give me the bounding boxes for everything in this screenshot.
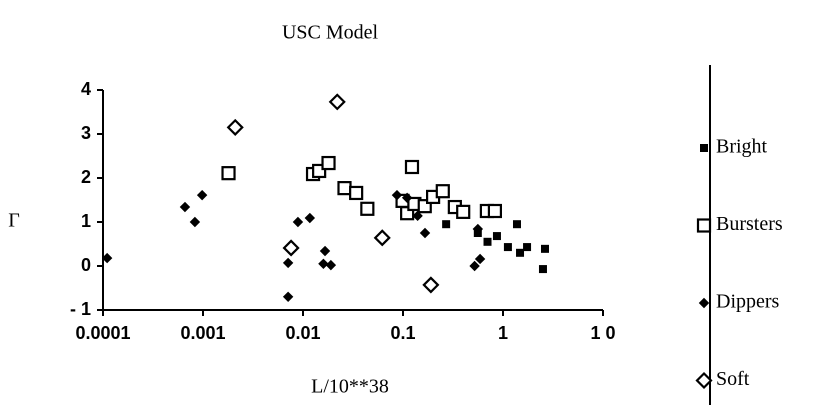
chart-title: USC Model bbox=[282, 22, 379, 44]
x-tick-label: 0.001 bbox=[180, 323, 225, 343]
point bbox=[337, 181, 352, 196]
legend-label: Bright bbox=[716, 136, 768, 158]
point bbox=[304, 212, 316, 224]
point bbox=[456, 204, 471, 219]
point bbox=[360, 201, 375, 216]
point bbox=[523, 243, 532, 252]
point bbox=[435, 184, 450, 199]
x-tick-label: 0.1 bbox=[390, 323, 415, 343]
x-axis-label: L/10**38 bbox=[311, 376, 389, 398]
y-tick-label: 0 bbox=[81, 255, 91, 275]
point bbox=[404, 159, 420, 175]
point bbox=[292, 216, 304, 228]
point bbox=[318, 258, 329, 270]
x-tick-label: 0.01 bbox=[285, 323, 320, 343]
point bbox=[391, 189, 403, 201]
point bbox=[221, 166, 236, 181]
point bbox=[474, 253, 486, 265]
y-tick-label: 2 bbox=[81, 167, 91, 187]
point bbox=[196, 189, 208, 201]
point bbox=[487, 203, 503, 219]
x-tick-label: 1 0 bbox=[590, 323, 615, 343]
x-tick-label: 1 bbox=[498, 323, 508, 343]
point bbox=[503, 243, 512, 252]
legend-label: Soft bbox=[716, 368, 750, 390]
point bbox=[538, 265, 547, 274]
point bbox=[319, 245, 331, 257]
legend-marker bbox=[698, 297, 710, 309]
legend-marker bbox=[696, 218, 712, 233]
point bbox=[483, 237, 492, 246]
point bbox=[472, 223, 484, 235]
legend-marker bbox=[695, 371, 713, 390]
point bbox=[349, 185, 364, 201]
point bbox=[282, 257, 294, 269]
point bbox=[101, 252, 113, 264]
y-axis-label: Γ bbox=[8, 210, 20, 232]
point bbox=[282, 239, 300, 257]
legend-marker bbox=[700, 144, 708, 152]
point bbox=[469, 260, 480, 272]
point bbox=[189, 216, 201, 228]
point bbox=[328, 93, 346, 111]
point bbox=[282, 291, 294, 303]
point bbox=[419, 227, 431, 239]
point bbox=[512, 220, 521, 229]
legend-label: Dippers bbox=[716, 291, 780, 313]
y-tick-label: 1 bbox=[81, 211, 91, 231]
point bbox=[321, 155, 336, 171]
point bbox=[412, 210, 423, 222]
point bbox=[422, 276, 440, 294]
legend-label: Bursters bbox=[716, 213, 783, 235]
x-tick-label: 0.0001 bbox=[75, 323, 130, 343]
y-tick-label: 3 bbox=[81, 123, 91, 143]
point bbox=[540, 244, 549, 253]
point bbox=[325, 259, 337, 271]
point bbox=[179, 201, 191, 213]
point bbox=[492, 232, 501, 241]
point bbox=[442, 220, 451, 229]
y-tick-label: 4 bbox=[81, 79, 91, 99]
point bbox=[516, 248, 525, 257]
point bbox=[226, 118, 244, 136]
point bbox=[401, 192, 413, 204]
y-tick-label: - 1 bbox=[70, 299, 91, 319]
point bbox=[373, 229, 391, 247]
